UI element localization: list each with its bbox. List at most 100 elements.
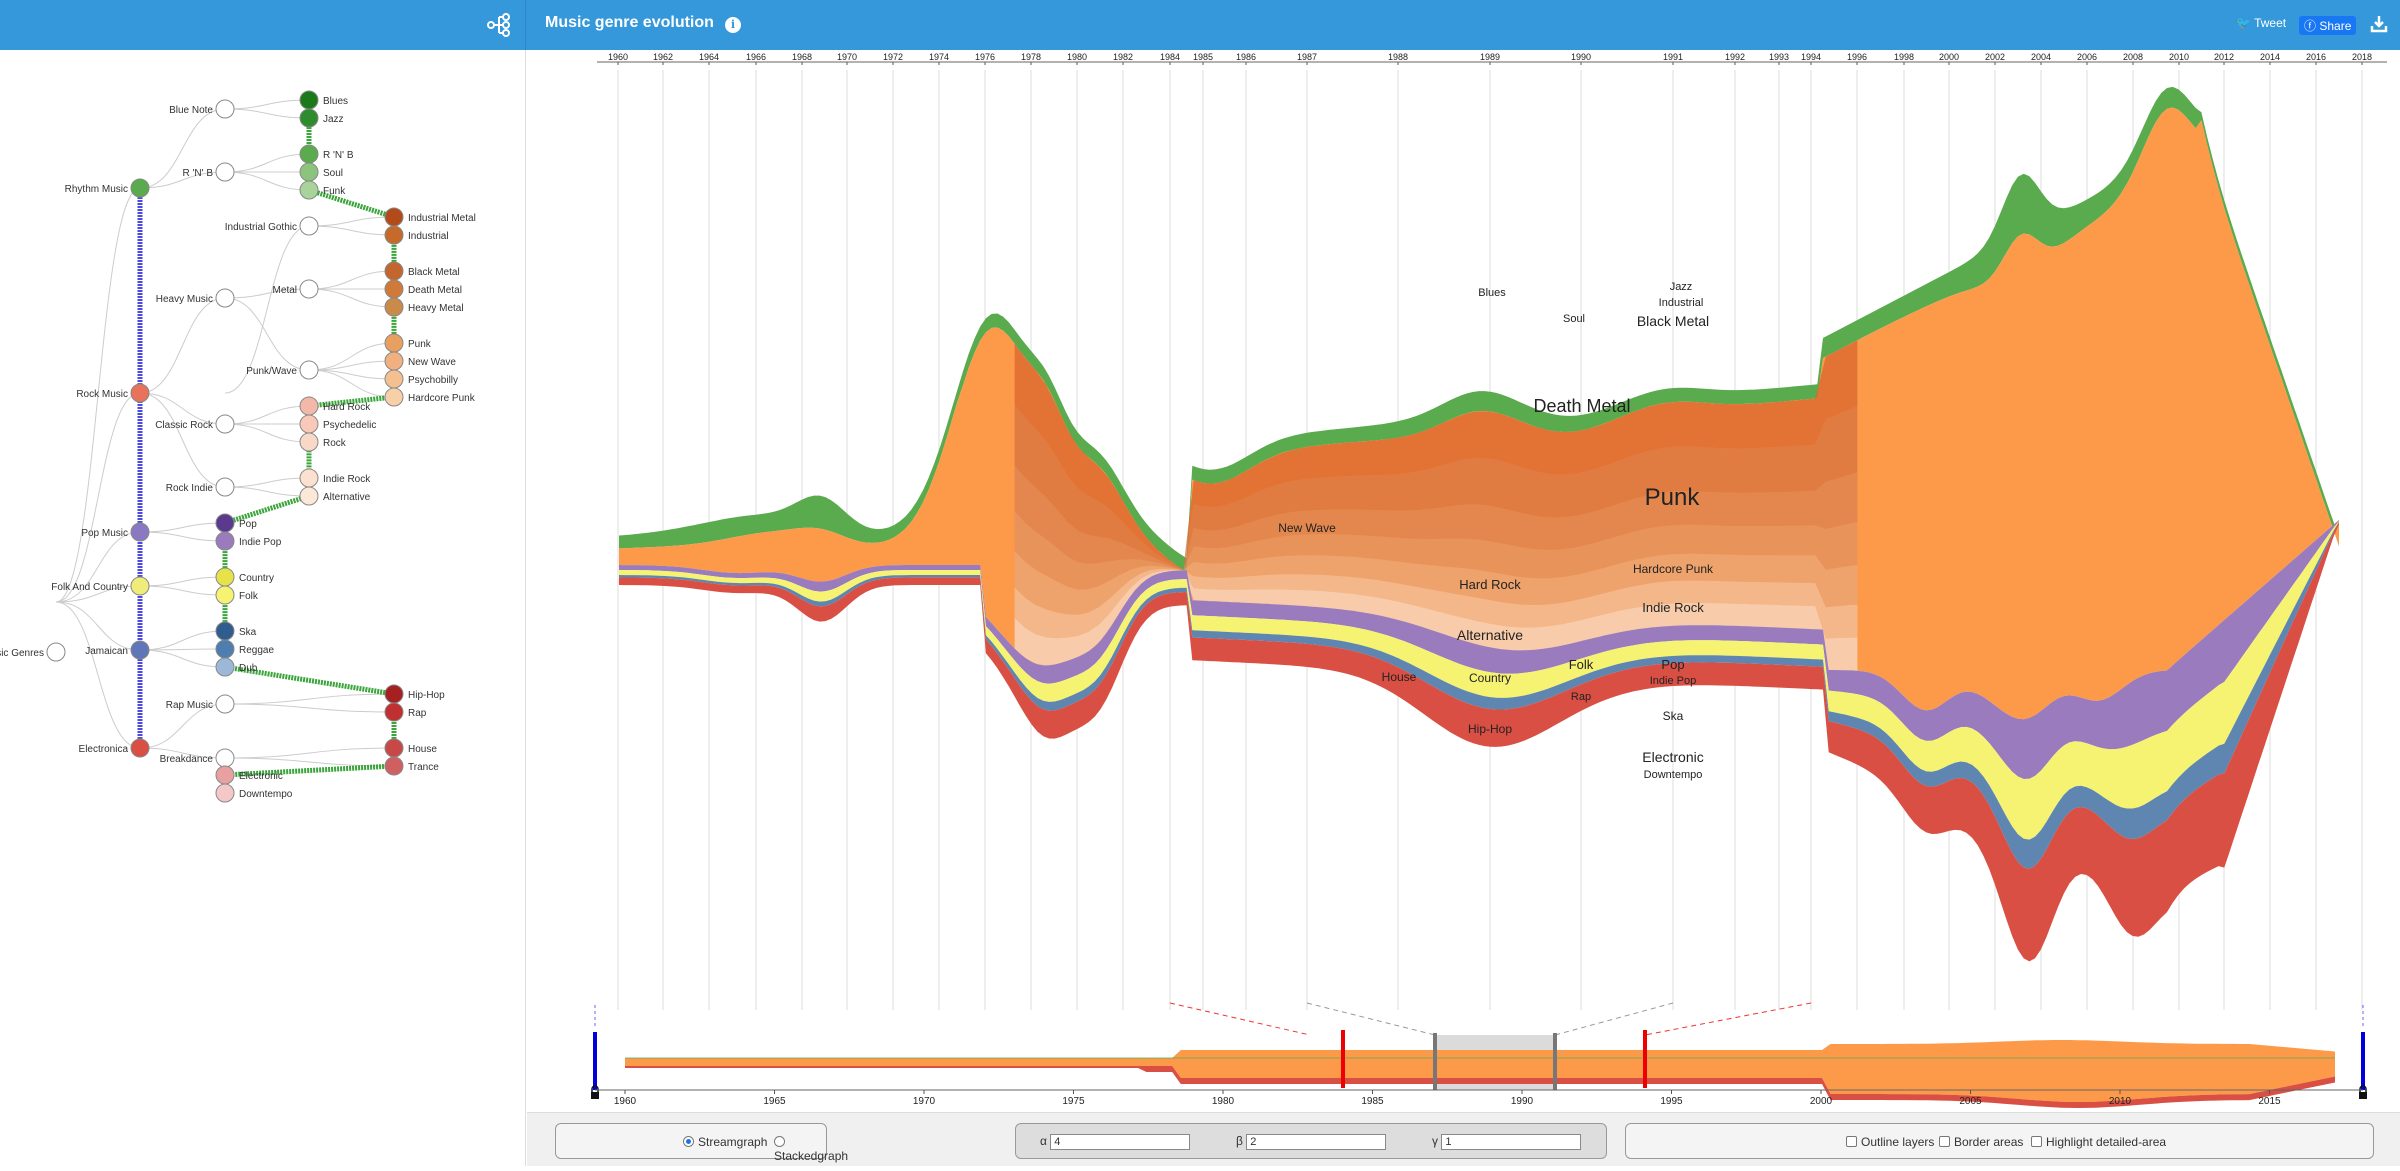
tree-node-leaf[interactable]: Heavy Metal bbox=[384, 297, 464, 317]
tree-node-leaf[interactable]: Soul bbox=[299, 162, 343, 182]
tree-node-root[interactable]: Music Genres bbox=[0, 642, 66, 662]
tree-node-leaf[interactable]: Indie Pop bbox=[215, 531, 282, 551]
layer-rock-subgenre[interactable] bbox=[1014, 465, 1858, 571]
tree-node-leaf[interactable]: Trance bbox=[384, 756, 439, 776]
tree-node-leaf[interactable]: Death Metal bbox=[384, 279, 462, 299]
layer-rock-subgenre[interactable] bbox=[1014, 511, 1858, 590]
tree-node-level2[interactable]: Heavy Music bbox=[156, 288, 235, 308]
lock-icon[interactable] bbox=[2359, 1085, 2367, 1099]
tree-link bbox=[224, 99, 310, 110]
tree-node-level1[interactable]: Jamaican bbox=[85, 640, 150, 660]
tree-node-level2[interactable]: Punk/Wave bbox=[246, 360, 319, 380]
stream-label: House bbox=[1382, 670, 1417, 684]
tree-node-leaf[interactable]: Alternative bbox=[299, 486, 371, 506]
tree-node-leaf[interactable]: Industrial Metal bbox=[384, 207, 476, 227]
tree-node-leaf[interactable]: Reggae bbox=[215, 639, 274, 659]
tree-node-leaf[interactable]: Folk bbox=[215, 585, 259, 605]
tree-node-label: Dub bbox=[239, 663, 258, 674]
layer-rock-subgenre[interactable] bbox=[1014, 340, 1858, 571]
tree-node-level2[interactable]: R 'N' B bbox=[183, 162, 235, 182]
tree-node-label: Black Metal bbox=[408, 267, 460, 278]
outline-layers-checkbox[interactable]: Outline layers bbox=[1846, 1135, 1934, 1149]
tree-node-leaf[interactable]: Rap bbox=[384, 702, 427, 722]
tree-node-label: Rap Music bbox=[166, 700, 213, 711]
info-icon[interactable]: i bbox=[725, 17, 741, 33]
stackedgraph-radio[interactable]: Stackedgraph bbox=[774, 1135, 848, 1163]
tree-node-leaf[interactable]: Punk bbox=[384, 333, 432, 353]
axis-tick-label: 1980 bbox=[1212, 1096, 1235, 1107]
highlight-area-checkbox[interactable]: Highlight detailed-area bbox=[2031, 1135, 2166, 1149]
tweet-button[interactable]: 🐦 Tweet bbox=[2236, 16, 2286, 30]
tree-link bbox=[224, 486, 310, 497]
tree-node-level1[interactable]: Electronica bbox=[79, 738, 150, 758]
axis-tick-label: 1974 bbox=[929, 52, 949, 62]
tree-link bbox=[139, 648, 226, 651]
tree-node-leaf[interactable]: Funk bbox=[299, 180, 346, 200]
share-button[interactable]: ⓕ Share bbox=[2299, 16, 2357, 35]
stream-label: Electronic bbox=[1642, 749, 1703, 765]
tree-node-level2[interactable]: Rap Music bbox=[166, 694, 235, 714]
layer-lower-genre[interactable] bbox=[619, 522, 2339, 869]
layer-rock-subgenre[interactable] bbox=[1014, 551, 1858, 615]
tree-node-leaf[interactable]: R 'N' B bbox=[299, 144, 354, 164]
tree-node-leaf[interactable]: Psychobilly bbox=[384, 369, 458, 389]
layer-lower-genre[interactable] bbox=[619, 521, 2339, 840]
tree-node-leaf[interactable]: Electronic bbox=[215, 765, 283, 785]
tree-link bbox=[139, 522, 226, 533]
tree-node-leaf[interactable]: Black Metal bbox=[384, 261, 460, 281]
layer-rhythm-music[interactable] bbox=[619, 86, 2339, 573]
beta-input[interactable]: 2 bbox=[1246, 1134, 1387, 1150]
lock-icon[interactable] bbox=[591, 1085, 599, 1099]
tree-node-level2[interactable]: Industrial Gothic bbox=[225, 216, 319, 236]
alpha-input[interactable]: 4 bbox=[1050, 1134, 1191, 1150]
tree-node-leaf[interactable]: New Wave bbox=[384, 351, 456, 371]
layer-rock-subgenre[interactable] bbox=[1014, 568, 1858, 639]
tree-node-level2[interactable]: Rock Indie bbox=[166, 477, 235, 497]
hierarchy-icon[interactable] bbox=[486, 13, 512, 37]
tree-node-level1[interactable]: Rock Music bbox=[76, 383, 150, 403]
tree-node-leaf[interactable]: Dub bbox=[215, 657, 258, 677]
tree-link bbox=[139, 630, 226, 651]
axis-tick-label: 1982 bbox=[1113, 52, 1133, 62]
tree-link bbox=[55, 187, 141, 603]
detail-connector bbox=[1306, 1002, 1674, 1036]
tree-node-level2[interactable]: Breakdance bbox=[160, 748, 235, 768]
tree-node-level1[interactable]: Pop Music bbox=[81, 522, 150, 542]
tree-node-label: Punk bbox=[408, 339, 432, 350]
tree-node-leaf[interactable]: Hip-Hop bbox=[384, 684, 445, 704]
tree-node-level2[interactable]: Blue Note bbox=[169, 99, 235, 119]
streamgraph-radio[interactable]: Streamgraph bbox=[683, 1135, 767, 1149]
tree-node-leaf[interactable]: Psychedelic bbox=[299, 414, 376, 434]
tree-node-leaf[interactable]: Rock bbox=[299, 432, 347, 452]
axis-tick-label: 1960 bbox=[614, 1096, 637, 1107]
stream-label: New Wave bbox=[1278, 521, 1336, 535]
tree-node-leaf[interactable]: Hard Rock bbox=[299, 396, 371, 416]
tree-link bbox=[224, 108, 310, 119]
tree-node-label: Death Metal bbox=[408, 285, 462, 296]
stream-label: Punk bbox=[1645, 484, 1701, 511]
gamma-input[interactable]: 1 bbox=[1441, 1134, 1582, 1150]
tree-node-leaf[interactable]: Ska bbox=[215, 621, 257, 641]
tree-node-level1[interactable]: Rhythm Music bbox=[65, 178, 150, 198]
tree-node-leaf[interactable]: Hardcore Punk bbox=[384, 387, 476, 407]
tree-node-leaf[interactable]: Indie Rock bbox=[299, 468, 371, 488]
tree-node-label: Downtempo bbox=[239, 789, 293, 800]
tree-node-leaf[interactable]: Jazz bbox=[299, 108, 344, 128]
border-areas-checkbox[interactable]: Border areas bbox=[1939, 1135, 2023, 1149]
genre-tree: Music Genres Rhythm Music Rock Music Pop Mu… bbox=[0, 90, 476, 803]
tree-node-leaf[interactable]: Industrial bbox=[384, 225, 449, 245]
tree-node-leaf[interactable]: House bbox=[384, 738, 437, 758]
tree-node-level2[interactable]: Metal bbox=[273, 279, 319, 299]
download-icon[interactable] bbox=[2370, 14, 2388, 34]
tree-node-label: House bbox=[408, 744, 437, 755]
layer-rock-subgenre[interactable] bbox=[1014, 570, 1858, 671]
tree-node-leaf[interactable]: Blues bbox=[299, 90, 348, 110]
layer-rock-subgenre[interactable] bbox=[1014, 404, 1858, 571]
tree-node-level1[interactable]: Folk And Country bbox=[51, 576, 150, 596]
layer-lower-genre[interactable] bbox=[619, 520, 2339, 779]
tree-node-level2[interactable]: Classic Rock bbox=[155, 414, 235, 434]
tree-node-leaf[interactable]: Downtempo bbox=[215, 783, 293, 803]
axis-tick-label: 1990 bbox=[1571, 52, 1591, 62]
tree-node-leaf[interactable]: Country bbox=[215, 567, 274, 587]
layer-lower-genre[interactable] bbox=[619, 522, 2339, 962]
